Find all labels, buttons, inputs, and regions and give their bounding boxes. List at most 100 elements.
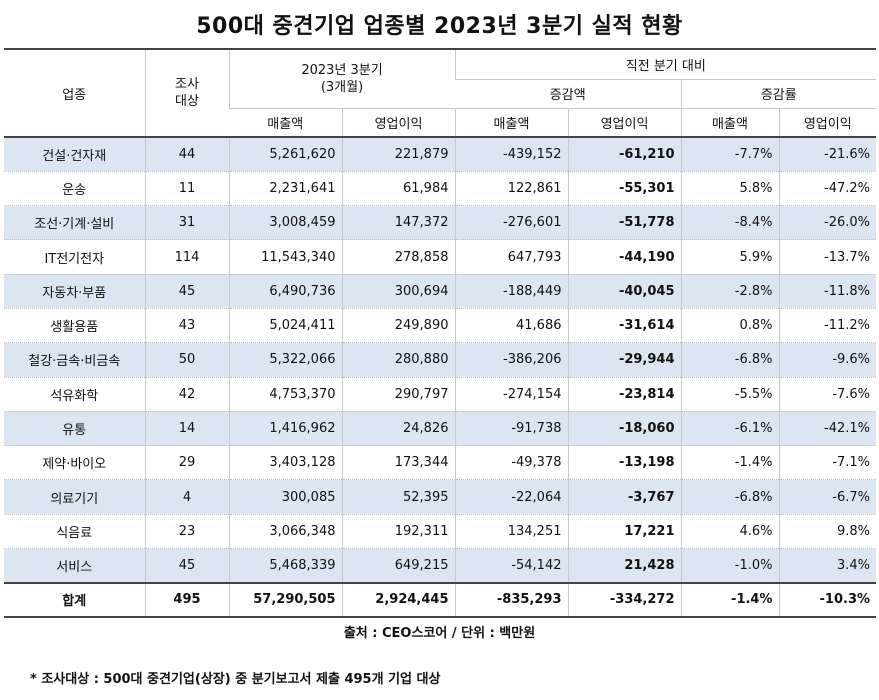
cell-sales: 5,322,066 (228, 342, 342, 378)
cell-r-op: -6.7% (778, 479, 877, 515)
cell-op: 649,215 (341, 548, 455, 584)
cell-sales: 3,403,128 (228, 445, 342, 481)
cell-sales: 11,543,340 (228, 239, 342, 275)
cell-industry: 운송 (4, 171, 145, 207)
header-rate-op-profit: 영업이익 (778, 108, 877, 138)
cell-r-op: -11.8% (778, 274, 877, 309)
performance-table: 업종 조사 대상 2023년 3분기 (3개월) 직전 분기 대비 증감액 증감… (4, 48, 877, 618)
cell-industry: 석유화학 (4, 377, 145, 412)
cell-d-sales: -386,206 (454, 342, 568, 378)
cell-d-op: -31,614 (567, 308, 681, 344)
cell-sales: 5,468,339 (228, 548, 342, 584)
cell-r-op: -26.0% (778, 205, 877, 241)
cell-industry: 의료기기 (4, 479, 145, 515)
cell-r-sales: -5.5% (680, 377, 779, 412)
cell-industry: 유통 (4, 411, 145, 447)
cell-n: 43 (144, 308, 229, 344)
table-header: 업종 조사 대상 2023년 3분기 (3개월) 직전 분기 대비 증감액 증감… (4, 49, 877, 138)
cell-d-sales: 41,686 (454, 308, 568, 344)
cell-d-sales: -49,378 (454, 445, 568, 481)
cell-d-op: -51,778 (567, 205, 681, 241)
cell-n: 42 (144, 377, 229, 412)
total-d-sales: -835,293 (454, 581, 568, 618)
cell-r-sales: 5.8% (680, 171, 779, 207)
cell-n: 29 (144, 445, 229, 481)
cell-d-op: -40,045 (567, 274, 681, 309)
header-change-op-profit: 영업이익 (567, 108, 681, 138)
header-rate-sales: 매출액 (680, 108, 779, 138)
cell-r-sales: -1.0% (680, 548, 779, 584)
cell-op: 249,890 (341, 308, 455, 344)
cell-op: 278,858 (341, 239, 455, 275)
header-sample: 조사 대상 (144, 49, 229, 138)
cell-d-op: -61,210 (567, 137, 681, 172)
table-row: 석유화학 42 4,753,370 290,797 -274,154 -23,814 -5.… (4, 377, 877, 412)
table-row: IT전기전자 114 11,543,340 278,858 647,793 -44,190… (4, 239, 877, 275)
cell-d-sales: 122,861 (454, 171, 568, 207)
total-r-op: -10.3% (778, 581, 877, 618)
cell-op: 61,984 (341, 171, 455, 207)
cell-d-sales: -54,142 (454, 548, 568, 584)
cell-n: 114 (144, 239, 229, 275)
table-row: 철강·금속·비금속 50 5,322,066 280,880 -386,206 -29,9… (4, 342, 877, 378)
cell-sales: 1,416,962 (228, 411, 342, 447)
cell-op: 147,372 (341, 205, 455, 241)
cell-op: 192,311 (341, 514, 455, 550)
cell-r-op: -7.1% (778, 445, 877, 481)
cell-industry: 건설·건자재 (4, 137, 145, 172)
cell-op: 52,395 (341, 479, 455, 515)
table-row: 식음료 23 3,066,348 192,311 134,251 17,221 4.6% 9.… (4, 514, 877, 550)
cell-sales: 3,066,348 (228, 514, 342, 550)
cell-n: 31 (144, 205, 229, 241)
cell-sales: 5,261,620 (228, 137, 342, 172)
cell-n: 11 (144, 171, 229, 207)
cell-r-op: -21.6% (778, 137, 877, 172)
table-row: 운송 11 2,231,641 61,984 122,861 -55,301 5.8% -47… (4, 171, 877, 207)
cell-r-op: -7.6% (778, 377, 877, 412)
cell-industry: 제약·바이오 (4, 445, 145, 481)
table-body: 건설·건자재 44 5,261,620 221,879 -439,152 -61,210-… (4, 137, 877, 618)
cell-industry: 서비스 (4, 548, 145, 584)
table-row: 생활용품 43 5,024,411 249,890 41,686 -31,614 0.8% -… (4, 308, 877, 344)
cell-r-sales: 5.9% (680, 239, 779, 275)
cell-d-sales: -274,154 (454, 377, 568, 412)
cell-n: 50 (144, 342, 229, 378)
header-sample-text: 조사 대상 (175, 77, 199, 109)
cell-n: 45 (144, 274, 229, 309)
cell-d-op: 17,221 (567, 514, 681, 550)
total-op: 2,924,445 (341, 581, 455, 618)
cell-industry: 식음료 (4, 514, 145, 550)
cell-d-op: -13,198 (567, 445, 681, 481)
cell-r-op: 9.8% (778, 514, 877, 550)
cell-d-sales: 134,251 (454, 514, 568, 550)
total-industry: 합계 (4, 581, 145, 618)
cell-r-op: -11.2% (778, 308, 877, 344)
cell-op: 300,694 (341, 274, 455, 309)
header-period: 2023년 3분기 (3개월) (228, 49, 455, 109)
header-period-text: 2023년 3분기 (3개월) (301, 62, 383, 95)
cell-r-op: 3.4% (778, 548, 877, 584)
total-row: 합계 495 57,290,505 2,924,445 -835,293 -334,272… (4, 581, 877, 618)
cell-industry: 자동차·부품 (4, 274, 145, 309)
cell-sales: 5,024,411 (228, 308, 342, 344)
cell-sales: 6,490,736 (228, 274, 342, 309)
cell-r-sales: -6.8% (680, 342, 779, 378)
cell-d-op: -18,060 (567, 411, 681, 447)
cell-r-sales: -2.8% (680, 274, 779, 309)
table-title: 500대 중견기업 업종별 2023년 3분기 실적 현황 (196, 14, 683, 39)
cell-d-sales: -91,738 (454, 411, 568, 447)
cell-r-op: -13.7% (778, 239, 877, 275)
cell-d-sales: -188,449 (454, 274, 568, 309)
header-sales: 매출액 (229, 108, 342, 138)
table-row: 의료기기 4 300,085 52,395 -22,064 -3,767 -6.8% -6.7… (4, 479, 877, 515)
cell-sales: 4,753,370 (228, 377, 342, 412)
cell-n: 23 (144, 514, 229, 550)
cell-r-sales: 4.6% (680, 514, 779, 550)
cell-d-op: 21,428 (567, 548, 681, 584)
cell-op: 290,797 (341, 377, 455, 412)
cell-n: 14 (144, 411, 229, 447)
cell-r-sales: -1.4% (680, 445, 779, 481)
total-r-sales: -1.4% (680, 581, 779, 618)
cell-sales: 3,008,459 (228, 205, 342, 241)
